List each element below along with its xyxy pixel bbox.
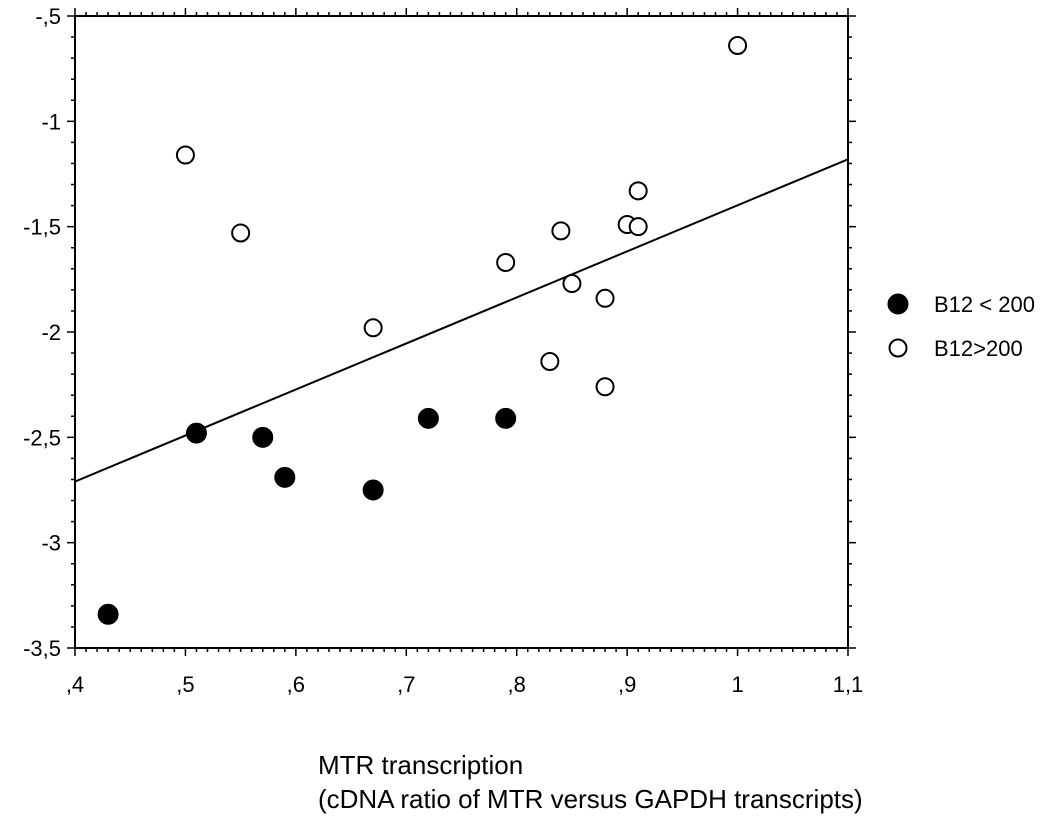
x-tick-label: ,5 <box>176 672 194 697</box>
data-point-b12-above-200 <box>628 217 648 237</box>
x-tick-label: ,6 <box>287 672 305 697</box>
data-point-b12-above-200 <box>728 35 748 55</box>
x-tick-label: ,8 <box>508 672 526 697</box>
x-tick-label: ,9 <box>618 672 636 697</box>
data-point-b12-below-200 <box>97 603 119 625</box>
data-point-b12-above-200 <box>628 181 648 201</box>
data-point-b12-below-200 <box>252 426 274 448</box>
data-point-b12-above-200 <box>595 288 615 308</box>
data-point-b12-below-200 <box>185 422 207 444</box>
data-point-b12-above-200 <box>363 318 383 338</box>
x-tick-label: ,4 <box>66 672 84 697</box>
y-tick-label: -1,5 <box>23 215 61 240</box>
data-point-b12-above-200 <box>231 223 251 243</box>
data-point-b12-above-200 <box>595 377 615 397</box>
y-tick-label: -,5 <box>35 4 61 29</box>
x-tick-label: ,7 <box>397 672 415 697</box>
data-point-b12-above-200 <box>551 221 571 241</box>
y-tick-label: -1 <box>41 109 61 134</box>
x-axis-label-line-2: (cDNA ratio of MTR versus GAPDH transcri… <box>318 784 863 814</box>
x-tick-label: 1 <box>731 672 743 697</box>
plot-frame <box>74 15 849 649</box>
data-point-b12-below-200 <box>274 466 296 488</box>
data-point-b12-above-200 <box>175 145 195 165</box>
data-point-b12-below-200 <box>495 407 517 429</box>
legend-label: B12 < 200 <box>934 292 1035 317</box>
legend-marker <box>887 293 909 315</box>
legend-marker <box>888 338 908 358</box>
y-tick-label: -3 <box>41 531 61 556</box>
data-point-b12-above-200 <box>496 252 516 272</box>
y-tick-label: -2,5 <box>23 425 61 450</box>
x-tick-label: 1,1 <box>833 672 864 697</box>
data-point-b12-above-200 <box>562 274 582 294</box>
data-point-b12-below-200 <box>362 479 384 501</box>
y-tick-label: -2 <box>41 320 61 345</box>
x-axis-label-line-1: MTR transcription <box>318 750 524 780</box>
y-tick-label: -3,5 <box>23 636 61 661</box>
data-point-b12-above-200 <box>540 351 560 371</box>
data-point-b12-below-200 <box>417 407 439 429</box>
legend-label: B12>200 <box>934 336 1023 361</box>
